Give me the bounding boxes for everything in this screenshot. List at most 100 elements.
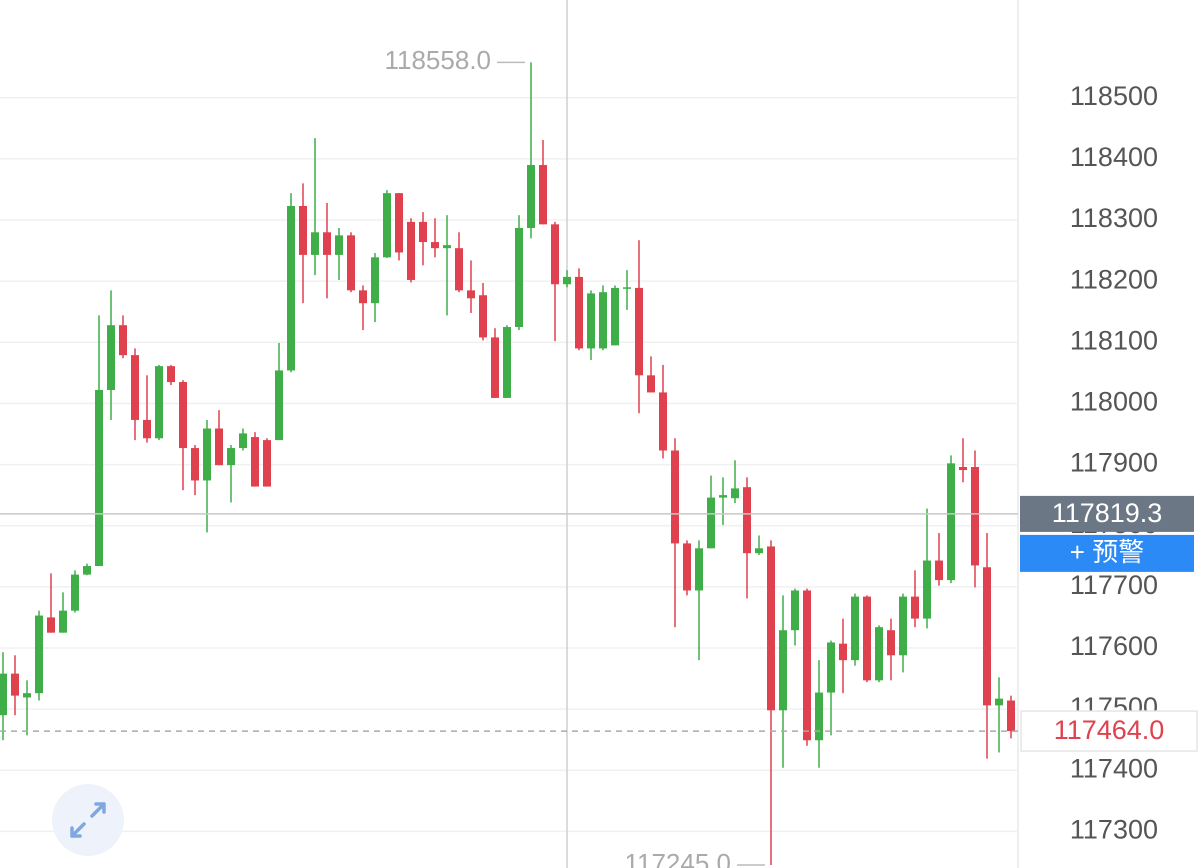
candle-body xyxy=(755,548,763,554)
candle-body xyxy=(371,257,379,304)
candle-body xyxy=(227,448,235,466)
extreme-label: 118558.0 xyxy=(384,45,491,75)
candle-body xyxy=(935,560,943,581)
candle-body xyxy=(119,325,127,356)
candle-body xyxy=(695,548,703,591)
y-tick-label: 118200 xyxy=(1070,264,1158,294)
candle-body xyxy=(251,437,259,487)
candle-body xyxy=(131,355,139,420)
candle-body xyxy=(359,290,367,304)
candle-body xyxy=(275,370,283,441)
candle-body xyxy=(47,617,55,633)
last-price-label: 117464.0 xyxy=(1054,715,1165,745)
candle-body xyxy=(479,295,487,338)
candle-body xyxy=(155,366,163,439)
candle-body xyxy=(203,428,211,481)
candle-body xyxy=(0,673,7,716)
y-tick-label: 117400 xyxy=(1070,753,1158,783)
candle-body xyxy=(959,467,967,471)
expand-icon[interactable] xyxy=(70,802,106,838)
candle-body xyxy=(83,566,91,575)
candle-body xyxy=(827,642,835,693)
candle-body xyxy=(515,228,523,328)
alert-button-label[interactable]: + 预警 xyxy=(1070,537,1144,567)
y-tick-label: 117900 xyxy=(1070,448,1158,478)
y-tick-label: 118000 xyxy=(1070,387,1158,417)
candle-body xyxy=(71,574,79,611)
candle-body xyxy=(431,242,439,249)
candle-body xyxy=(659,392,667,451)
candle-body xyxy=(971,467,979,566)
y-tick-label: 118400 xyxy=(1070,142,1158,172)
candle-body xyxy=(539,165,547,225)
candle-body xyxy=(815,692,823,741)
candle-body xyxy=(947,463,955,581)
candle-body xyxy=(395,193,403,253)
candle-body xyxy=(599,292,607,349)
candle-body xyxy=(719,495,727,498)
candle-body xyxy=(1007,700,1015,732)
candle-body xyxy=(107,325,115,390)
candle-body xyxy=(143,419,151,439)
candle-body xyxy=(287,205,295,371)
candle-body xyxy=(983,567,991,706)
candle-body xyxy=(887,630,895,656)
candle-body xyxy=(239,433,247,449)
candle-body xyxy=(791,590,799,631)
candle-body xyxy=(563,276,571,285)
candle-body xyxy=(839,643,847,661)
candle-body xyxy=(419,221,427,243)
candle-body xyxy=(299,205,307,255)
candle-body xyxy=(767,546,775,711)
expand-circle[interactable] xyxy=(52,784,124,856)
y-tick-label: 117700 xyxy=(1070,570,1158,600)
candle-body xyxy=(59,610,67,633)
overlay: 118558.0 117245.0 117819.3 + 预警 117464.0 xyxy=(0,45,1198,868)
crosshair-price-box xyxy=(1020,495,1194,532)
candle-body xyxy=(683,543,691,591)
candle-body xyxy=(587,293,595,349)
candle-body xyxy=(779,630,787,711)
y-tick-label: 118500 xyxy=(1070,81,1158,111)
candle-body xyxy=(575,276,583,349)
candle-body xyxy=(323,232,331,255)
candle-body xyxy=(263,440,271,487)
candle-body xyxy=(179,382,187,449)
y-tick-label: 117300 xyxy=(1070,814,1158,844)
candle-body xyxy=(995,698,1003,706)
grid: 1173001174001175001176001177001178001179… xyxy=(0,81,1158,844)
candle-body xyxy=(911,596,919,619)
candle-body xyxy=(407,221,415,280)
candle-body xyxy=(95,389,103,567)
candle-body xyxy=(11,673,19,696)
candle-body xyxy=(443,245,451,249)
candle-body xyxy=(635,287,643,376)
y-tick-label: 118100 xyxy=(1070,325,1158,355)
candle-body xyxy=(611,287,619,346)
alert-button[interactable] xyxy=(1020,534,1194,572)
candle-body xyxy=(707,497,715,549)
candle-body xyxy=(167,366,175,383)
candle-body xyxy=(191,448,199,481)
candle-body xyxy=(503,327,511,398)
candle-body xyxy=(467,290,475,299)
candle-body xyxy=(923,560,931,619)
candle-body xyxy=(875,627,883,681)
y-tick-label: 117600 xyxy=(1070,631,1158,661)
crosshair-price-label: 117819.3 xyxy=(1052,498,1163,528)
expand-button[interactable] xyxy=(52,784,124,856)
last-price-box xyxy=(1020,710,1198,752)
candle-body xyxy=(851,596,859,661)
candle-body xyxy=(731,488,739,499)
candle-body xyxy=(311,232,319,255)
candle-body xyxy=(899,596,907,656)
candle-body xyxy=(647,375,655,393)
candle-body xyxy=(803,590,811,741)
candle-body xyxy=(527,165,535,229)
extreme-label: 117245.0 xyxy=(624,848,731,868)
candle-body xyxy=(455,248,463,291)
candle-body xyxy=(23,693,31,698)
candle-body xyxy=(347,235,355,291)
